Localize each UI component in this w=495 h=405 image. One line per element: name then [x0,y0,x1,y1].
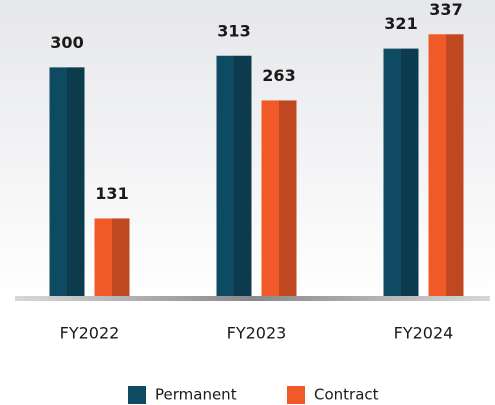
x-tick-label: FY2022 [60,324,120,343]
value-label: 263 [262,66,295,85]
value-label: 337 [429,0,462,19]
bar [261,100,297,298]
value-label: 313 [217,21,250,40]
value-label: 131 [95,184,128,203]
value-label: 321 [384,14,417,33]
bar [94,218,130,298]
bar-shade [446,34,464,299]
legend-swatch [128,386,146,404]
bar-shade [279,100,297,298]
value-label: 300 [50,33,83,52]
bar-shade [401,48,419,299]
bar [428,34,464,299]
x-tick-label: FY2024 [394,324,454,343]
bar-shade [112,218,130,298]
legend-label: Permanent [155,386,237,404]
legend-swatch [287,386,305,404]
bar [216,55,252,298]
baseline [15,296,490,301]
bar-shade [234,55,252,298]
bars [49,34,464,299]
legend-label: Contract [314,386,379,404]
bar-shade [67,67,85,298]
bar [383,48,419,299]
bar [49,67,85,298]
x-tick-label: FY2023 [227,324,287,343]
